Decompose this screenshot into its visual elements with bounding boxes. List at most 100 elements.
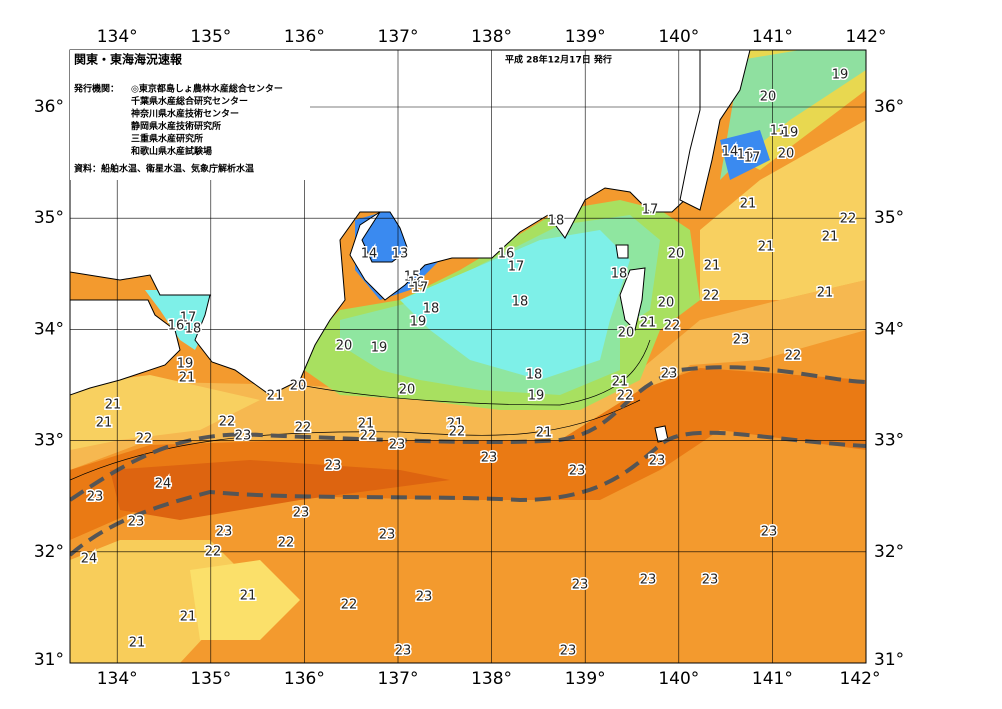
issuer: 千葉県水産総合研究センター [131, 95, 248, 107]
contour-label: 18 [548, 214, 565, 229]
contour-label: 18 [185, 322, 202, 337]
contour-label: 20 [658, 296, 675, 311]
lat-label-right: 31° [874, 650, 904, 670]
contour-label: 21 [105, 398, 122, 413]
contour-label: 17 [642, 203, 659, 218]
contour-label: 24 [155, 477, 172, 492]
contour-label: 23 [325, 459, 342, 474]
contour-label: 21 [704, 259, 721, 274]
lat-label-left: 36° [34, 97, 64, 117]
contour-label: 22 [295, 421, 312, 436]
contour-label: 21 [822, 230, 839, 245]
contour-label: 23 [389, 438, 406, 453]
contour-label: 24 [81, 552, 98, 567]
contour-label: 21 [612, 375, 629, 390]
lat-label-right: 32° [874, 542, 904, 562]
contour-label: 23 [661, 367, 678, 382]
lon-label-top: 134° [97, 27, 138, 47]
lat-label-left: 35° [34, 208, 64, 228]
contour-label: 11 [770, 124, 787, 139]
contour-label: 19 [371, 341, 388, 356]
lat-label-right: 36° [874, 97, 904, 117]
lon-label-bottom: 138° [471, 669, 512, 689]
contour-label: 18 [611, 267, 628, 282]
lon-label-top: 140° [658, 27, 699, 47]
lat-label-left: 31° [34, 650, 64, 670]
contour-label: 22 [136, 432, 153, 447]
contour-label: 20 [618, 326, 635, 341]
contour-label: 21 [740, 197, 757, 212]
lon-label-bottom: 141° [752, 669, 793, 689]
lon-label-bottom: 142° [840, 669, 881, 689]
lon-label-bottom: 134° [97, 669, 138, 689]
lon-label-bottom: 139° [565, 669, 606, 689]
lon-label-bottom: 140° [658, 669, 699, 689]
contour-label: 21 [640, 316, 657, 331]
map-frame [69, 49, 867, 664]
lat-label-left: 33° [34, 431, 64, 451]
contour-label: 16 [498, 247, 515, 262]
contour-label: 23 [395, 644, 412, 659]
contour-label: 23 [481, 451, 498, 466]
lat-label-left: 34° [34, 319, 64, 339]
lon-label-bottom: 136° [284, 669, 325, 689]
contour-label: 18 [423, 302, 440, 317]
lat-label-right: 33° [874, 431, 904, 451]
contour-label: 21 [758, 240, 775, 255]
contour-label: 22 [449, 425, 466, 440]
lat-label-left: 32° [34, 542, 64, 562]
contour-label: 20 [399, 383, 416, 398]
contour-label: 21 [129, 636, 146, 651]
lon-label-top: 141° [752, 27, 793, 47]
contour-label: 20 [760, 90, 777, 105]
lon-label-bottom: 137° [378, 669, 419, 689]
contour-label: 21 [96, 416, 113, 431]
contour-label: 23 [128, 515, 145, 530]
contour-label: 22 [703, 289, 720, 304]
contour-label: 17 [744, 151, 761, 166]
issuer: ◎東京都島しょ農林水産総合センター [131, 83, 283, 95]
lat-label-right: 35° [874, 208, 904, 228]
contour-label: 16 [408, 276, 425, 291]
contour-label: 21 [240, 589, 257, 604]
contour-label: 23 [293, 506, 310, 521]
lon-label-top: 142° [846, 27, 887, 47]
contour-label: 23 [216, 525, 233, 540]
contour-label: 20 [336, 339, 353, 354]
contour-label: 16 [168, 319, 185, 334]
title: 関東・東海海況速報 [74, 52, 183, 67]
contour-label: 23 [560, 644, 577, 659]
contour-label: 21 [817, 286, 834, 301]
contour-label: 21 [536, 426, 553, 441]
source: 資料：船舶水温、衛星水温、気象庁解析水温 [74, 163, 254, 175]
contour-label: 14 [722, 145, 739, 160]
lon-label-top: 135° [190, 27, 231, 47]
contour-label: 17 [508, 260, 525, 275]
contour-label: 18 [512, 295, 529, 310]
contour-label: 19 [832, 68, 849, 83]
contour-label: 22 [617, 389, 634, 404]
issuer: 静岡県水産技術研究所 [131, 120, 221, 132]
contour-label: 19 [410, 315, 427, 330]
contour-label: 22 [278, 536, 295, 551]
contour-label: 22 [341, 598, 358, 613]
contour-label: 22 [785, 349, 802, 364]
contour-label: 20 [290, 379, 307, 394]
contour-label: 23 [649, 454, 666, 469]
contour-label: 15 [404, 270, 421, 285]
contour-label: 21 [180, 610, 197, 625]
contour-label: 22 [205, 545, 222, 560]
contour-label: 23 [572, 578, 589, 593]
contour-label: 23 [235, 429, 252, 444]
contour-label: 23 [640, 573, 657, 588]
lon-label-top: 136° [284, 27, 325, 47]
contour-label: 19 [177, 357, 194, 372]
lon-label-top: 139° [565, 27, 606, 47]
lon-label-bottom: 135° [190, 669, 231, 689]
contour-label: 22 [360, 429, 377, 444]
contour-label: 13 [392, 247, 409, 262]
contour-label: 23 [416, 590, 433, 605]
contour-label: 23 [702, 573, 719, 588]
contour-label: 16 [737, 148, 754, 163]
